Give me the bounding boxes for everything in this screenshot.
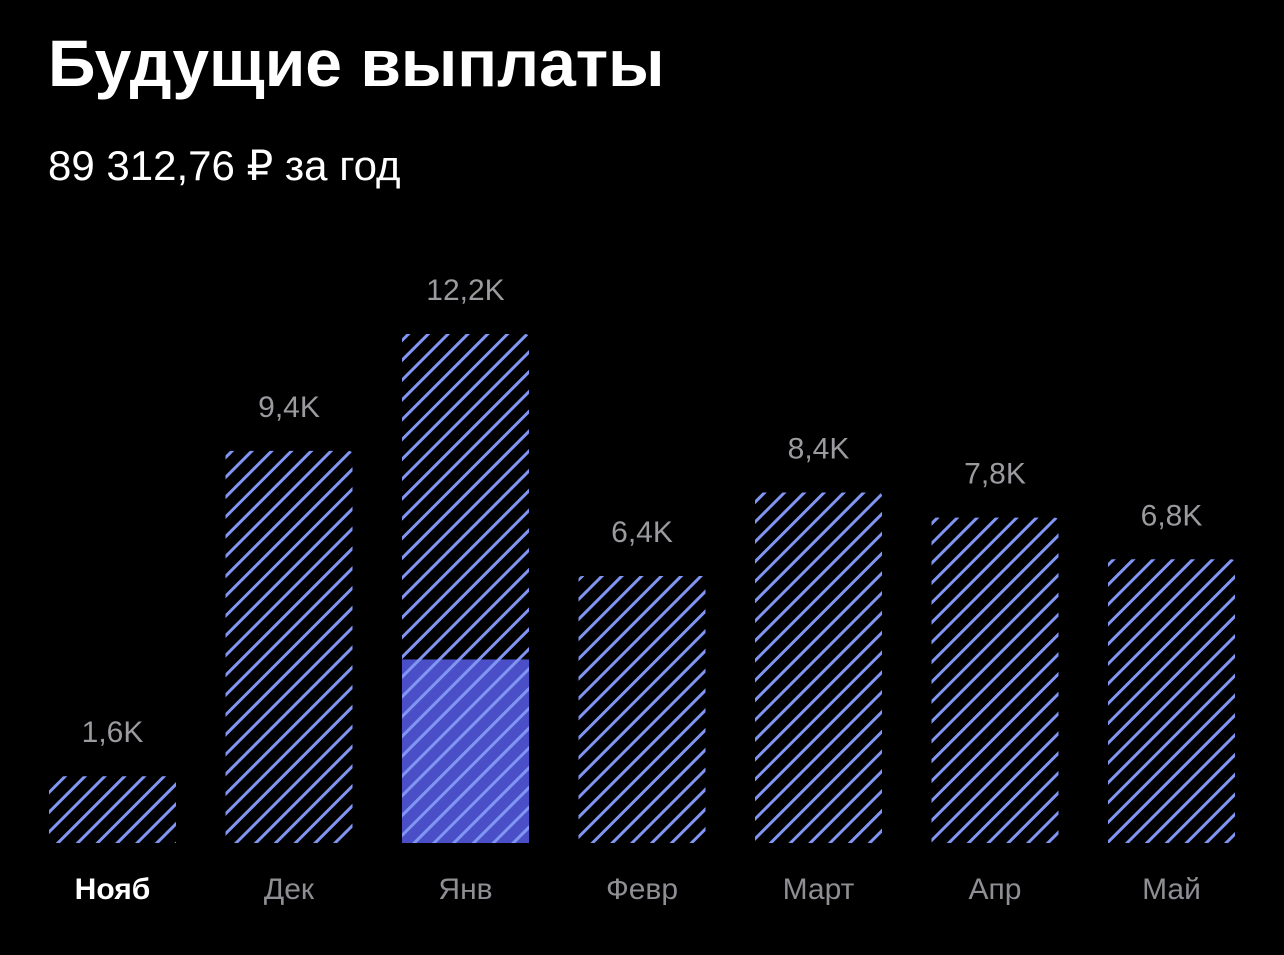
value-label: 9,4K [258,391,320,424]
chart-title: Будущие выплаты [48,26,664,100]
value-label: 7,8K [964,458,1026,491]
bar [578,575,706,843]
bar [49,776,176,843]
x-tick-label: Март [783,873,855,906]
bar [1108,559,1235,843]
bar [931,517,1059,843]
bar [755,492,882,843]
value-label: 1,6K [82,716,144,749]
x-tick-label: Нояб [75,873,151,906]
value-label: 12,2K [426,274,504,307]
value-label: 6,8K [1141,499,1203,532]
x-tick-label: Май [1142,873,1201,906]
x-tick-label: Февр [606,873,678,906]
x-tick-label: Янв [438,873,492,906]
x-tick-label: Апр [969,873,1022,906]
value-label: 8,4K [788,433,850,466]
bar-segment [402,659,529,843]
value-label: 6,4K [611,516,673,549]
chart-subtitle: 89 312,76 ₽ за год [48,142,401,189]
x-tick-label: Дек [264,873,315,906]
bar [225,450,353,843]
